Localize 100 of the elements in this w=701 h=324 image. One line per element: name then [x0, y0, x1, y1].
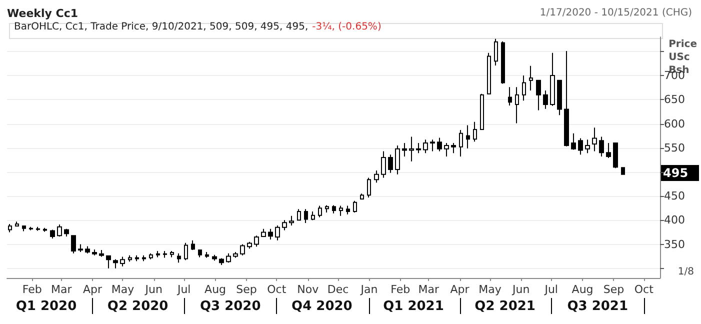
candlestick	[254, 235, 259, 248]
x-tick-label: Sep	[236, 283, 257, 296]
candlestick	[437, 137, 442, 152]
candlestick	[346, 205, 350, 215]
x-tick-label: Feb	[22, 283, 42, 296]
candlestick	[367, 177, 371, 198]
candlestick	[613, 142, 618, 169]
candlestick	[226, 252, 231, 264]
candlestick	[212, 254, 217, 262]
candlestick	[36, 226, 40, 232]
x-tick-label: Oct	[634, 283, 654, 296]
candlestick	[599, 136, 604, 158]
candlestick	[233, 251, 238, 258]
x-tick-label: Jul	[176, 283, 191, 296]
candlestick	[170, 250, 174, 258]
candlestick	[466, 124, 470, 149]
candlestick	[501, 40, 505, 84]
x-tick-label: Oct	[267, 283, 287, 296]
candlestick	[142, 254, 146, 262]
candlestick	[423, 139, 428, 154]
candlestick	[543, 90, 548, 110]
candlestick	[78, 244, 83, 252]
x2-tick-label: Q1 2021	[383, 299, 444, 314]
candlestick	[268, 228, 273, 240]
candlestick	[409, 136, 414, 162]
candlestick	[71, 235, 76, 254]
x-tick-label: Nov	[297, 283, 320, 296]
x-tick-label: Jul	[544, 283, 558, 296]
x2-tick-label: Q2 2021	[474, 299, 536, 314]
candlestick	[621, 167, 625, 175]
candlestick	[480, 93, 484, 131]
candlestick	[592, 127, 597, 152]
candlestick	[297, 208, 301, 221]
x-tick-label: Aug	[204, 283, 226, 296]
x-tick-label: Feb	[390, 283, 410, 296]
candlestick	[191, 240, 195, 251]
x2-tick-label: Q4 2020	[292, 299, 352, 314]
candlestick	[282, 220, 287, 231]
x2-tick-label: Q1 2020	[16, 299, 77, 314]
candlestick	[564, 50, 569, 147]
x-tick-label: Aug	[572, 283, 594, 296]
x2-tick-label: Q3 2020	[200, 299, 261, 314]
x-tick-label: May	[111, 283, 135, 296]
candlestick	[557, 80, 562, 116]
x-tick-label: May	[478, 283, 502, 296]
candlestick	[219, 258, 224, 266]
candlestick	[85, 246, 90, 254]
x-tick-label: Dec	[327, 283, 349, 296]
chart-subtitle: 1/17/2020 - 10/15/2021 (CHG)	[540, 8, 692, 18]
candlestick	[374, 170, 379, 184]
candlestick	[402, 142, 407, 158]
candlestick	[508, 86, 512, 106]
candlestick	[64, 228, 69, 238]
candlestick	[240, 244, 245, 256]
candlestick	[128, 254, 132, 262]
candlestick	[515, 86, 519, 124]
candlestick	[289, 215, 294, 226]
x-tick-label: Jan	[360, 283, 378, 296]
candlestick	[381, 150, 386, 178]
candlestick	[318, 205, 322, 218]
y-tick-label: 450	[664, 190, 685, 203]
candlestick	[522, 75, 526, 102]
candlestick	[275, 224, 280, 241]
candlestick	[163, 250, 167, 258]
text: 495	[663, 166, 688, 180]
x-tick-label: Jun	[144, 283, 163, 296]
candlestick	[332, 204, 336, 214]
candlestick	[15, 221, 19, 227]
candlestick	[29, 226, 33, 231]
x2-tick-label: Q3 2021	[567, 299, 628, 314]
x-tick-label: Mar	[418, 283, 440, 296]
candlestick	[325, 204, 329, 213]
text: 1/8	[678, 266, 694, 278]
y-tick-label: 550	[664, 141, 685, 154]
y-tick-label: 350	[664, 238, 685, 251]
x-tick-label: Apr	[83, 283, 103, 296]
candlestick	[487, 52, 491, 94]
candlestick	[550, 52, 555, 106]
x-tick-label: Mar	[50, 283, 72, 296]
candlestick	[205, 251, 209, 258]
candlestick	[395, 144, 400, 175]
text: -3¼, (-0.65%)	[312, 22, 382, 32]
candlestick	[311, 210, 315, 221]
text: BarOHLC, Cc1, Trade Price, 9/10/2021, 509, 509, 495, 495,	[14, 22, 308, 32]
candlestick	[198, 249, 202, 258]
x-tick-label: Apr	[450, 283, 470, 296]
x2-tick-label: Q2 2020	[107, 299, 168, 314]
candlestick	[106, 254, 111, 269]
y-tick-label: 400	[664, 214, 685, 227]
candlestick	[430, 139, 435, 152]
candlestick	[529, 65, 533, 91]
candlestick	[353, 200, 357, 213]
candlestick	[135, 254, 139, 262]
candlestick	[156, 250, 160, 258]
candlestick	[473, 121, 477, 142]
candlestick	[416, 142, 421, 154]
candlestick	[494, 38, 498, 66]
candlestick	[57, 224, 62, 238]
candlestick	[578, 138, 583, 156]
candlestick	[99, 250, 104, 258]
